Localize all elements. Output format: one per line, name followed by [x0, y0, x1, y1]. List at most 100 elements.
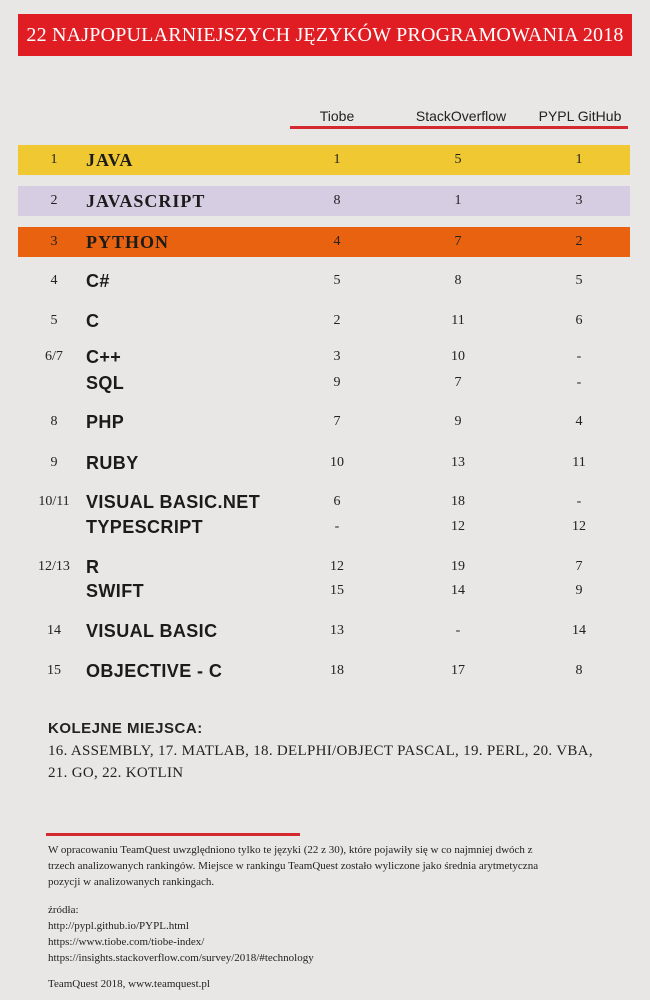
stackoverflow-value: 5 [454, 152, 462, 167]
tiobe-value: 10 [330, 455, 344, 470]
pypl-value: - [576, 494, 582, 509]
language-name: VISUAL BASIC.NET [86, 492, 261, 512]
pypl-value: 14 [572, 623, 586, 638]
rank-cell: 5 [50, 313, 58, 328]
language-name: TYPESCRIPT [86, 517, 204, 537]
note-divider [46, 833, 300, 836]
pypl-value: 2 [575, 234, 583, 249]
rank-cell: 10/11 [38, 494, 70, 509]
stackoverflow-value: 10 [451, 349, 465, 364]
pypl-value: 5 [575, 273, 583, 288]
stackoverflow-value: 19 [451, 559, 465, 574]
stackoverflow-value: 7 [454, 375, 462, 390]
table-row-ruby: 9 RUBY 10 13 11 [18, 448, 630, 478]
tiobe-value: 18 [330, 663, 344, 678]
rank-cell [18, 512, 90, 542]
rank-cell: 15 [47, 663, 61, 678]
stackoverflow-value: 18 [451, 494, 465, 509]
language-name: VISUAL BASIC [86, 621, 218, 641]
language-name: C++ [86, 347, 122, 367]
pypl-value: 8 [575, 663, 583, 678]
stackoverflow-value: 13 [451, 455, 465, 470]
column-header-stackoverflow: StackOverflow [415, 108, 507, 124]
tiobe-value: 7 [333, 414, 341, 429]
note-line: W opracowaniu TeamQuest uwzględniono tyl… [48, 844, 533, 856]
tiobe-value: 15 [330, 583, 344, 598]
language-name: RUBY [86, 453, 139, 473]
rank-cell: 9 [50, 455, 58, 470]
pypl-value: 11 [572, 455, 586, 470]
next-places-line: 21. GO, 22. KOTLIN [48, 765, 184, 781]
tiobe-value: 12 [330, 559, 344, 574]
stackoverflow-value: 7 [454, 234, 462, 249]
pypl-value: 4 [575, 414, 583, 429]
next-places-heading: KOLEJNE MIEJSCA: [48, 720, 203, 737]
stackoverflow-value: 17 [451, 663, 465, 678]
next-places-line: 16. ASSEMBLY, 17. MATLAB, 18. DELPHI/OBJ… [48, 743, 593, 759]
rank-cell: 1 [50, 152, 58, 167]
sources-block: źródła: http://pypl.github.io/PYPL.html … [48, 902, 314, 966]
stackoverflow-value: 9 [454, 414, 462, 429]
rank-cell: 6/7 [45, 349, 63, 364]
language-name: PYTHON [86, 232, 170, 252]
table-row-csharp: 4 C# 5 8 5 [18, 266, 630, 296]
tiobe-value: 8 [333, 193, 341, 208]
language-name: C# [86, 271, 110, 291]
table-row-swift: SWIFT 15 14 9 [18, 576, 630, 606]
language-name: JAVA [86, 150, 134, 170]
header-underline [290, 126, 628, 129]
language-name: PHP [86, 412, 125, 432]
table-row-python: 3 PYTHON 4 7 2 [18, 227, 630, 257]
table-row-visual-basic-net: 10/11 VISUAL BASIC.NET 6 18 - [18, 487, 630, 517]
note-line: trzech analizowanych rankingów. Miejsce … [48, 860, 539, 872]
pypl-value: 9 [575, 583, 583, 598]
sources-label: źródła: [48, 904, 79, 916]
source-link[interactable]: https://insights.stackoverflow.com/surve… [48, 952, 314, 964]
rank-cell [18, 576, 90, 606]
table-row-r: 12/13 R 12 19 7 [18, 552, 630, 582]
column-header-tiobe: Tiobe [319, 108, 355, 124]
tiobe-value: 13 [330, 623, 344, 638]
rank-cell [18, 368, 90, 398]
tiobe-value: 2 [333, 313, 341, 328]
pypl-value: - [576, 375, 582, 390]
stackoverflow-value: 11 [451, 313, 465, 328]
column-header-pypl: PYPL GitHub [538, 108, 622, 124]
language-name: R [86, 557, 100, 577]
tiobe-value: 3 [333, 349, 341, 364]
tiobe-value: 6 [333, 494, 341, 509]
pypl-value: 3 [575, 193, 583, 208]
pypl-value: 6 [575, 313, 583, 328]
note-line: pozycji w analizowanych rankingach. [48, 876, 215, 888]
pypl-value: 12 [572, 519, 586, 534]
pypl-value: 7 [575, 559, 583, 574]
tiobe-value: 9 [333, 375, 341, 390]
table-row-objective-c: 15 OBJECTIVE - C 18 17 8 [18, 656, 630, 686]
page-title: 22 NAJPOPULARNIEJSZYCH JĘZYKÓW PROGRAMOW… [18, 14, 632, 56]
stackoverflow-value: 14 [451, 583, 465, 598]
rank-cell: 12/13 [38, 559, 70, 574]
table-row-javascript: 2 JAVASCRIPT 8 1 3 [18, 186, 630, 216]
pypl-value: 1 [575, 152, 583, 167]
rank-cell: 3 [50, 234, 58, 249]
table-row-typescript: TYPESCRIPT - 12 12 [18, 512, 630, 542]
tiobe-value: 5 [333, 273, 341, 288]
source-link[interactable]: http://pypl.github.io/PYPL.html [48, 920, 189, 932]
rank-cell: 4 [50, 273, 58, 288]
rank-cell: 14 [47, 623, 61, 638]
language-name: OBJECTIVE - C [86, 661, 223, 681]
table-row-php: 8 PHP 7 9 4 [18, 407, 630, 437]
stackoverflow-value: 8 [454, 273, 462, 288]
table-row-sql: SQL 9 7 - [18, 368, 630, 398]
methodology-note: W opracowaniu TeamQuest uwzględniono tyl… [48, 842, 538, 890]
footer-credit: TeamQuest 2018, www.teamquest.pl [48, 978, 210, 990]
language-name: SQL [86, 373, 125, 393]
rank-cell: 2 [50, 193, 58, 208]
rank-cell: 8 [50, 414, 58, 429]
tiobe-value: 4 [333, 234, 341, 249]
source-link[interactable]: https://www.tiobe.com/tiobe-index/ [48, 936, 205, 948]
language-name: C [86, 311, 100, 331]
language-name: SWIFT [86, 581, 144, 601]
table-row-visual-basic: 14 VISUAL BASIC 13 - 14 [18, 616, 630, 646]
stackoverflow-value: 1 [454, 193, 462, 208]
